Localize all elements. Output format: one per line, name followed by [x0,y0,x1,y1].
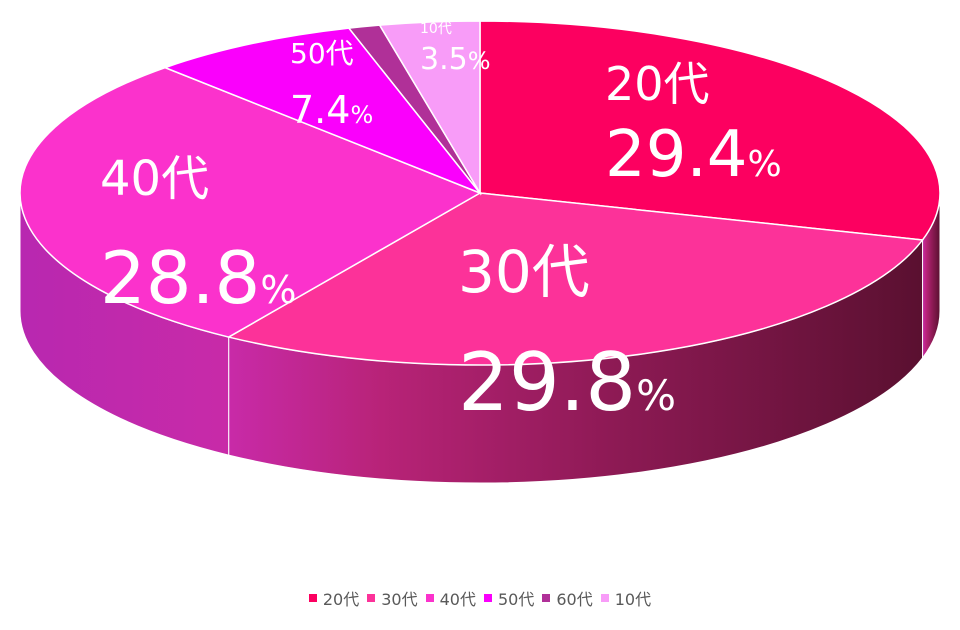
data-label-value-10: 3.5% [420,42,491,77]
legend-item-30: 30代 [367,586,418,610]
data-label-name-40: 40代 [100,151,209,207]
legend-swatch [600,594,609,602]
legend-swatch [425,594,434,602]
legend-item-60: 60代 [542,586,593,610]
legend-label: 40代 [439,590,476,609]
data-label-name-30: 30代 [458,238,590,306]
pie-slice-20 [479,20,941,241]
data-label-value-20: 29.4% [605,118,782,192]
pie-slice-50 [162,27,483,195]
data-label-name-50: 50代 [290,37,354,70]
data-label-value-30: 29.8% [458,336,676,429]
pie-slice-10 [378,20,481,196]
legend: 20代 30代 40代 50代 60代 10代 [0,586,960,610]
legend-swatch [484,594,492,602]
data-label-value-50: 7.4% [290,88,373,132]
legend-label: 60代 [556,590,593,609]
data-label-name-10: 10代 [420,21,452,37]
legend-swatch [367,594,376,602]
legend-label: 10代 [614,590,652,609]
legend-item-10: 10代 [600,586,652,610]
legend-swatch [542,594,551,602]
pie-slice-40 [19,66,482,338]
data-label-value-40: 28.8% [100,236,296,320]
legend-label: 20代 [322,590,360,609]
data-label-name-20: 20代 [605,57,710,111]
legend-item-50: 50代 [484,586,534,610]
legend-label: 30代 [381,590,418,609]
legend-item-40: 40代 [425,586,476,610]
pie-slice-30 [226,192,924,366]
legend-label: 50代 [498,590,535,609]
legend-swatch [308,594,317,602]
legend-item-20: 20代 [308,586,360,610]
